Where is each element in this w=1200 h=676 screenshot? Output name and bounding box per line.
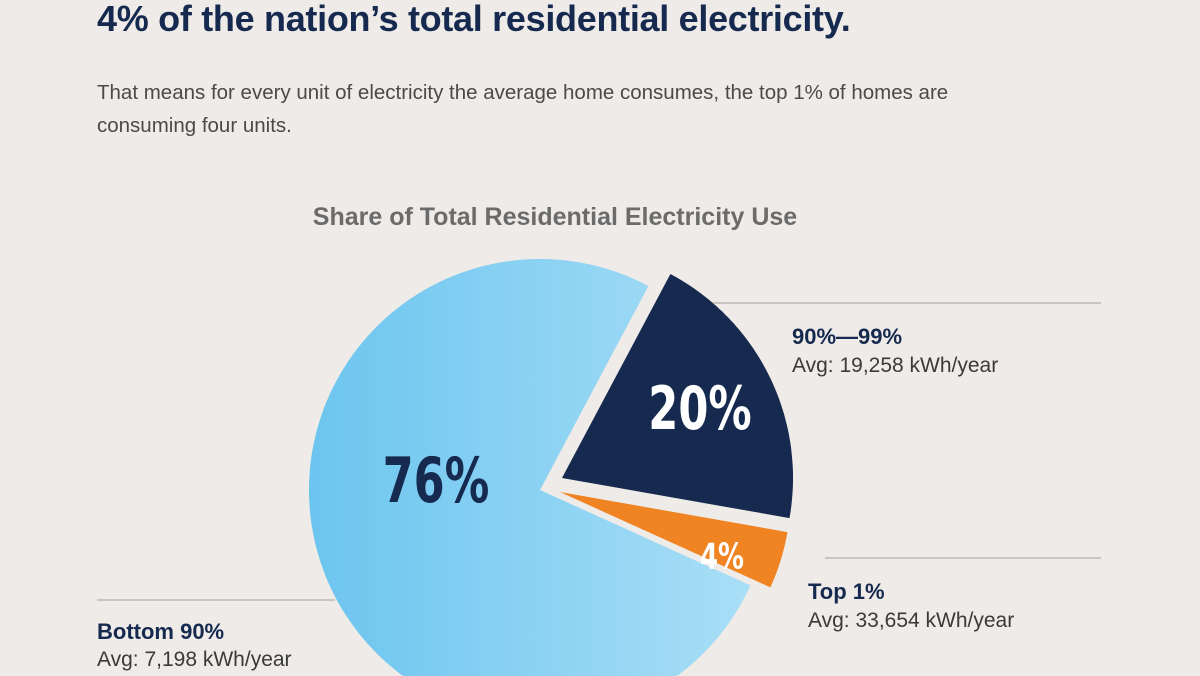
headline: 4% of the nation’s total residential ele…: [97, 0, 851, 39]
legend-name: 90%—99%: [792, 324, 903, 349]
pie-slice-90-99-: [562, 274, 793, 519]
data-label: 20%: [648, 374, 751, 444]
data-label: 76%: [383, 444, 490, 516]
data-label: 4%: [700, 536, 744, 577]
legend-top-1: Top 1% Avg: 33,654 kWh/year: [808, 577, 1014, 635]
pie-slice-bottom-90-: [309, 259, 751, 676]
legend-avg: Avg: 19,258 kWh/year: [792, 354, 999, 377]
pie-slice-top-1-: [560, 492, 788, 588]
chart-title: Share of Total Residential Electricity U…: [312, 203, 798, 231]
subtitle: That means for every unit of electricity…: [97, 81, 949, 137]
legend-avg: Avg: 7,198 kWh/year: [97, 648, 292, 671]
legend-name: Bottom 90%: [97, 619, 225, 644]
legend-90-99: 90%—99% Avg: 19,258 kWh/year: [792, 322, 998, 380]
legend-bottom-90: Bottom 90% Avg: 7,198 kWh/year: [97, 618, 292, 674]
legend-avg: Avg: 33,654 kWh/year: [808, 609, 1015, 632]
legend-name: Top 1%: [808, 579, 885, 604]
